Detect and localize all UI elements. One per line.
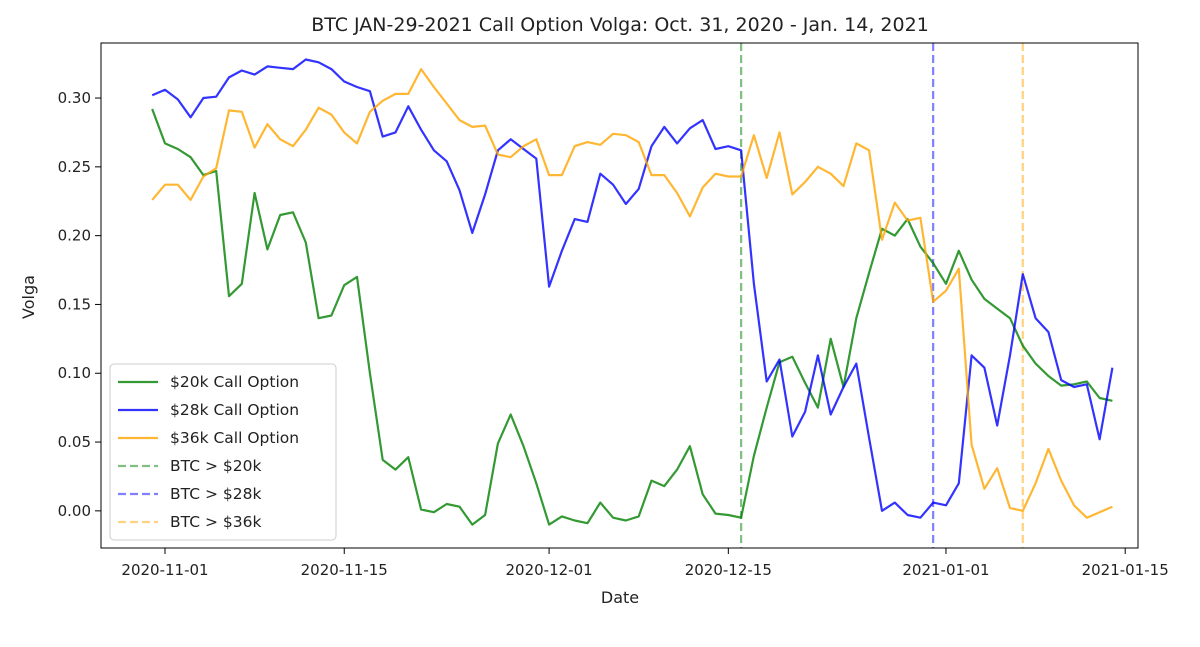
x-tick-label: 2020-12-01 bbox=[505, 561, 592, 579]
x-tick-label: 2021-01-01 bbox=[902, 561, 989, 579]
y-tick-label: 0.15 bbox=[58, 295, 91, 313]
legend-label-1: $20k Call Option bbox=[170, 373, 299, 391]
y-tick-label: 0.25 bbox=[58, 158, 91, 176]
y-tick-label: 0.30 bbox=[58, 89, 91, 107]
legend-label-5: BTC > $28k bbox=[170, 485, 261, 503]
legend-label-4: BTC > $20k bbox=[170, 457, 261, 475]
legend-box bbox=[109, 363, 337, 541]
y-tick-label: 0.05 bbox=[58, 433, 91, 451]
x-tick-label: 2020-11-01 bbox=[121, 561, 208, 579]
chart-title: BTC JAN-29-2021 Call Option Volga: Oct. … bbox=[311, 14, 929, 36]
plot-frame bbox=[100, 42, 1139, 549]
y-tick-label: 0.10 bbox=[58, 364, 91, 382]
plot-area bbox=[151, 43, 1114, 548]
y-axis-label: Volga bbox=[19, 275, 38, 319]
x-tick-label: 2020-12-15 bbox=[685, 561, 772, 579]
legend-label-2: $28k Call Option bbox=[170, 401, 299, 419]
x-axis-label: Date bbox=[601, 588, 639, 607]
legend: $20k Call Option $28k Call Option $36k Cal… bbox=[109, 363, 337, 541]
series-line-3 bbox=[151, 67, 1113, 519]
y-tick-label: 0.00 bbox=[58, 502, 91, 520]
legend-label-3: $36k Call Option bbox=[170, 429, 299, 447]
axis-ticks: 0.00 0.05 0.10 0.15 0.20 0.25 0.30 2020-11-01 20… bbox=[58, 89, 1169, 579]
x-tick-label: 2021-01-15 bbox=[1082, 561, 1169, 579]
legend-label-6: BTC > $36k bbox=[170, 513, 261, 531]
series-line-1 bbox=[151, 108, 1113, 526]
x-tick-label: 2020-11-15 bbox=[301, 561, 388, 579]
series-line-2 bbox=[151, 58, 1114, 519]
y-tick-label: 0.20 bbox=[58, 227, 91, 245]
